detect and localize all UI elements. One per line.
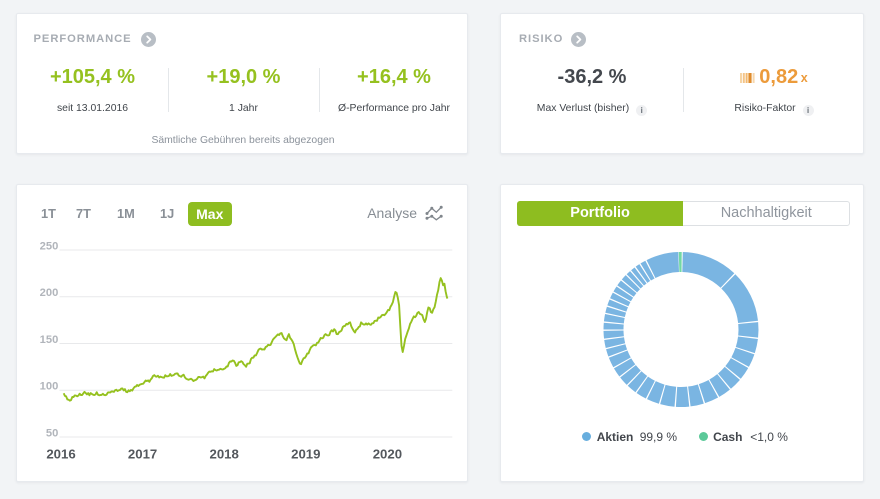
svg-text:100: 100	[40, 381, 59, 393]
svg-text:200: 200	[40, 287, 59, 299]
svg-text:2018: 2018	[210, 447, 239, 462]
svg-text:50: 50	[46, 427, 58, 439]
svg-text:2016: 2016	[46, 447, 75, 462]
svg-text:2017: 2017	[128, 447, 157, 462]
svg-text:2020: 2020	[373, 447, 402, 462]
svg-text:250: 250	[40, 240, 59, 252]
svg-text:150: 150	[40, 334, 59, 346]
svg-text:2019: 2019	[291, 447, 320, 462]
